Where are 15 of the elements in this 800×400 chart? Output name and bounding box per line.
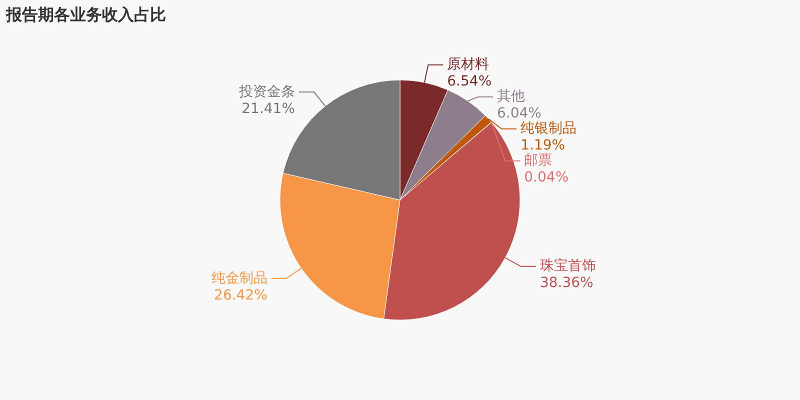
chart-title: 报告期各业务收入占比 [5,5,166,24]
data-label: 38.36% [540,275,594,292]
data-label: 6.54% [447,74,492,90]
slice-label: 珠宝首饰 [540,258,596,274]
slice-label: 原材料 [447,56,490,73]
slice-label: 纯金制品 [211,270,268,286]
slice-label: 纯银制品 [520,120,577,137]
data-label: 21.41% [242,100,296,117]
data-label: 6.04% [496,106,542,122]
data-label: 26.42% [214,287,268,304]
slice-label: 邮票 [524,152,552,169]
slice-label: 投资金条 [238,84,296,100]
slice-label: 其他 [496,88,525,105]
data-label: 0.04% [524,170,569,186]
data-label: 1.19% [520,138,566,154]
